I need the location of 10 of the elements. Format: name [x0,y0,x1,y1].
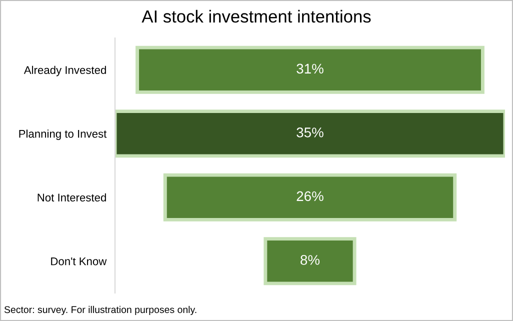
data-label: 8% [300,255,320,265]
data-label: 35% [296,128,324,138]
category-label: Already Invested [24,66,106,76]
text: Sector: survey. For illustration purposes only. [4,306,196,315]
data-label: 31% [296,64,324,74]
category-label: Not Interested [38,193,106,202]
category-label: Don't Know [51,258,107,266]
category-label: Planning to Invest [19,130,107,140]
data-label: 26% [296,191,324,202]
text: AI stock investment intentions [142,10,371,23]
